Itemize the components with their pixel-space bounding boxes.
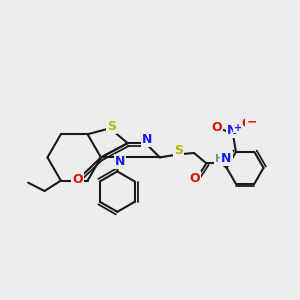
Text: S: S: [107, 120, 116, 133]
Text: N: N: [142, 133, 152, 146]
Text: O: O: [242, 117, 252, 130]
Text: O: O: [73, 172, 83, 186]
Text: N: N: [221, 152, 232, 165]
Text: O: O: [190, 172, 200, 185]
Text: N: N: [115, 155, 125, 168]
Text: −: −: [246, 115, 257, 128]
Text: H: H: [215, 154, 224, 164]
Text: S: S: [174, 144, 183, 157]
Text: O: O: [212, 121, 222, 134]
Text: N: N: [227, 124, 238, 137]
Text: +: +: [234, 122, 242, 133]
